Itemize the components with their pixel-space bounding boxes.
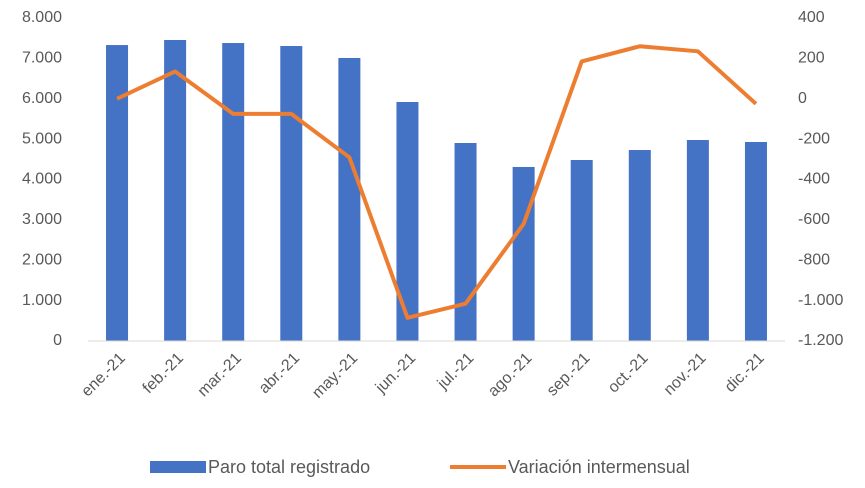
y-tick-label: 8.000 [22,9,62,26]
y-tick-label: 4.000 [22,171,62,188]
y2-tick-label: -1.000 [798,292,843,309]
y-tick-label: 2.000 [22,251,62,268]
bar [106,45,129,342]
bar [512,166,535,341]
x-tick-label: may.-21 [309,350,361,402]
bar [338,57,361,341]
bar [164,40,187,342]
x-tick-label: mar.-21 [195,350,245,400]
y2-tick-label: -800 [798,251,830,268]
legend-label: Variación intermensual [508,457,690,477]
bar [628,150,651,341]
y-tick-label: 6.000 [22,90,62,107]
y2-tick-label: -200 [798,130,830,147]
y2-tick-label: -1.200 [798,332,843,349]
y-tick-label: 3.000 [22,211,62,228]
bar [454,143,477,341]
legend-swatch [150,461,206,473]
line [116,44,758,320]
y-tick-label: 7.000 [22,50,62,67]
y-tick-label: 5.000 [22,130,62,147]
bar [396,101,419,341]
x-tick-label: jun.-21 [372,350,419,397]
y2-tick-label: 0 [798,90,807,107]
y2-tick-label: -600 [798,211,830,228]
y2-tick-label: 400 [798,9,825,26]
x-tick-label: abr.-21 [256,350,303,397]
bar [222,43,245,341]
bar [570,159,593,341]
legend-label: Paro total registrado [208,457,370,477]
y2-tick-label: -400 [798,171,830,188]
bar [280,46,303,341]
y2-tick-label: 200 [798,50,825,67]
bar [686,140,709,341]
x-tick-label: feb.-21 [140,350,187,397]
x-tick-label: sep.-21 [544,350,594,400]
x-tick-label: jul.-21 [434,350,478,394]
x-tick-label: oct.-21 [605,350,652,397]
y-tick-label: 1.000 [22,292,62,309]
y-tick-label: 0 [53,332,62,349]
x-tick-label: ago.-21 [485,350,535,400]
bar [744,141,767,341]
x-tick-label: dic.-21 [722,350,768,396]
x-tick-label: ene.-21 [78,350,128,400]
x-tick-label: nov.-21 [661,350,710,399]
